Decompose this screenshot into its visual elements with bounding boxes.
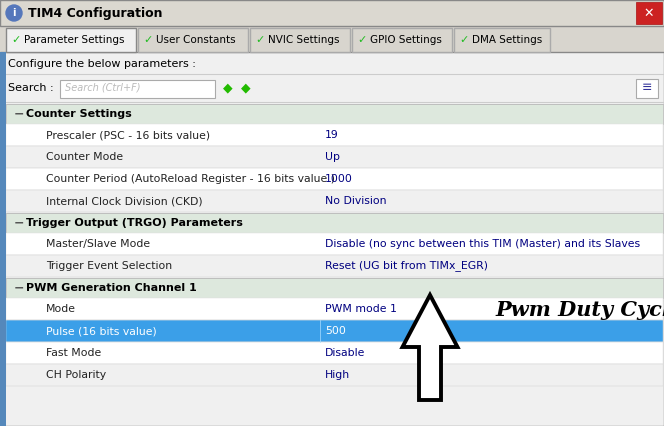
Bar — [6, 298, 663, 320]
Bar — [6, 255, 663, 277]
Text: −: − — [14, 282, 25, 294]
Bar — [6, 233, 663, 255]
Text: PWM Generation Channel 1: PWM Generation Channel 1 — [26, 283, 197, 293]
Bar — [138, 28, 248, 52]
Text: ✓: ✓ — [143, 35, 153, 45]
Bar — [6, 168, 663, 190]
Text: ◆: ◆ — [223, 81, 233, 95]
Text: No Division: No Division — [325, 196, 386, 206]
Bar — [454, 28, 550, 52]
Text: Prescaler (PSC - 16 bits value): Prescaler (PSC - 16 bits value) — [46, 130, 210, 140]
Bar — [6, 28, 136, 52]
Text: Disable: Disable — [325, 348, 365, 358]
Bar — [6, 190, 663, 212]
Bar — [636, 2, 662, 24]
Bar — [352, 28, 452, 52]
Text: Counter Period (AutoReload Register - 16 bits value ): Counter Period (AutoReload Register - 16… — [46, 174, 335, 184]
Text: Fast Mode: Fast Mode — [46, 348, 101, 358]
Text: Up: Up — [325, 152, 340, 162]
Text: 1000: 1000 — [325, 174, 353, 184]
Bar — [6, 320, 663, 342]
Text: Search :: Search : — [8, 83, 54, 93]
Text: PWM mode 1: PWM mode 1 — [325, 304, 397, 314]
Bar — [6, 364, 663, 386]
Text: TIM4 Configuration: TIM4 Configuration — [28, 6, 163, 20]
Text: Pwm Duty Cycle: Pwm Duty Cycle — [495, 300, 664, 320]
Text: Disable (no sync between this TIM (Master) and its Slaves: Disable (no sync between this TIM (Maste… — [325, 239, 640, 249]
Text: Trigger Output (TRGO) Parameters: Trigger Output (TRGO) Parameters — [26, 218, 243, 228]
Bar — [6, 342, 663, 364]
Text: Parameter Settings: Parameter Settings — [24, 35, 125, 45]
Polygon shape — [402, 295, 457, 400]
Text: ≡: ≡ — [641, 81, 652, 95]
Text: Mode: Mode — [46, 304, 76, 314]
Bar — [0, 0, 664, 26]
Bar — [6, 124, 663, 146]
Text: DMA Settings: DMA Settings — [472, 35, 542, 45]
Text: Configure the below parameters :: Configure the below parameters : — [8, 59, 196, 69]
Bar — [0, 52, 664, 426]
Bar — [250, 28, 350, 52]
Text: GPIO Settings: GPIO Settings — [370, 35, 442, 45]
Bar — [60, 80, 215, 98]
Text: ✓: ✓ — [256, 35, 265, 45]
Text: Reset (UG bit from TIMx_EGR): Reset (UG bit from TIMx_EGR) — [325, 261, 488, 271]
Text: −: − — [14, 107, 25, 121]
Bar — [0, 26, 664, 52]
Text: Counter Mode: Counter Mode — [46, 152, 123, 162]
Text: Counter Settings: Counter Settings — [26, 109, 131, 119]
Bar — [6, 146, 663, 168]
Text: ◆: ◆ — [241, 81, 251, 95]
Text: User Constants: User Constants — [156, 35, 236, 45]
Bar — [6, 278, 663, 298]
Text: ✓: ✓ — [11, 35, 21, 45]
Text: Trigger Event Selection: Trigger Event Selection — [46, 261, 172, 271]
Text: ✓: ✓ — [357, 35, 367, 45]
Text: ✓: ✓ — [459, 35, 469, 45]
Circle shape — [6, 5, 22, 21]
Text: ✕: ✕ — [644, 6, 654, 20]
Text: −: − — [14, 216, 25, 230]
Text: Pulse (16 bits value): Pulse (16 bits value) — [46, 326, 157, 336]
Bar — [636, 79, 658, 98]
Text: CH Polarity: CH Polarity — [46, 370, 106, 380]
Text: High: High — [325, 370, 350, 380]
Text: Internal Clock Division (CKD): Internal Clock Division (CKD) — [46, 196, 203, 206]
Text: 19: 19 — [325, 130, 339, 140]
Text: Master/Slave Mode: Master/Slave Mode — [46, 239, 150, 249]
Bar — [6, 104, 663, 124]
Text: i: i — [12, 8, 16, 18]
Bar — [0, 52, 6, 426]
Text: 500: 500 — [325, 326, 346, 336]
Text: Search (Ctrl+F): Search (Ctrl+F) — [65, 83, 141, 93]
Text: NVIC Settings: NVIC Settings — [268, 35, 339, 45]
Bar — [6, 213, 663, 233]
